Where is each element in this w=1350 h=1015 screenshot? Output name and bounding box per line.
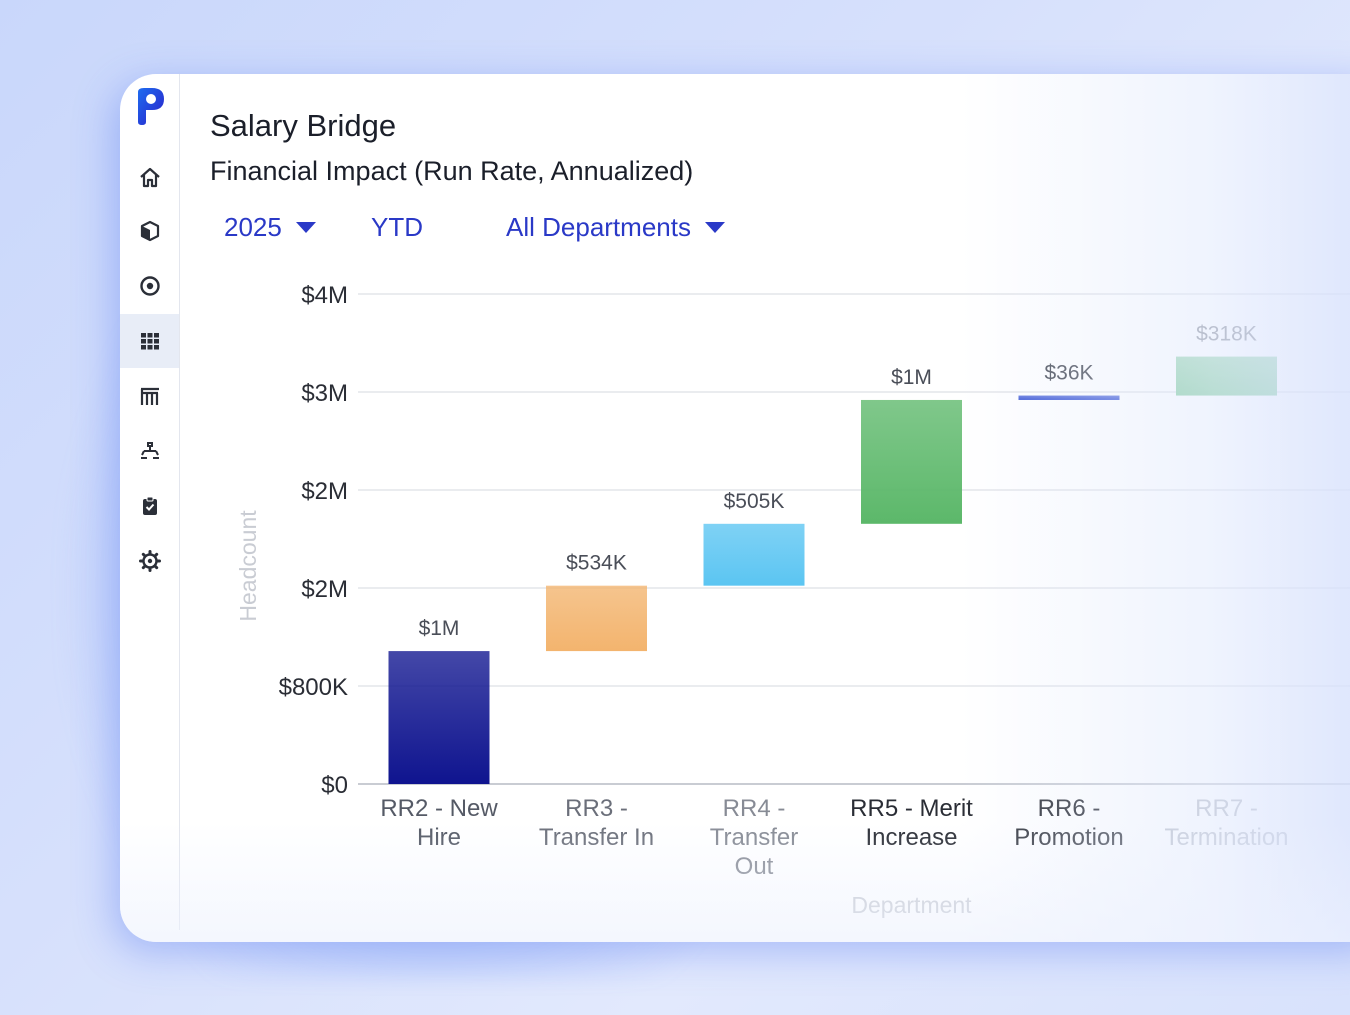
grid-icon (140, 333, 159, 350)
y-tick-label: $800K (279, 674, 348, 701)
target-icon (139, 276, 160, 296)
y-tick-label: $4M (301, 282, 348, 309)
nav-item-clipboard[interactable] (120, 479, 179, 533)
x-axis-label: Department (851, 892, 972, 918)
bar-4 (861, 399, 962, 524)
sidebar (120, 74, 180, 930)
home-icon (139, 167, 160, 188)
year-dropdown-label: 2025 (224, 212, 282, 242)
x-tick-label: Out (735, 853, 774, 880)
y-tick-label: $0 (321, 772, 348, 799)
x-tick-label: Promotion (1014, 824, 1123, 851)
bar-6 (1176, 356, 1277, 396)
nav-item-grid[interactable] (120, 314, 179, 368)
data-label: $36K (1044, 362, 1093, 385)
period-filter-label: YTD (371, 212, 423, 242)
x-tick-label: Transfer In (539, 824, 654, 851)
data-label: $1M (419, 617, 460, 640)
y-tick-label: $3M (301, 380, 348, 407)
x-tick-label: Increase (865, 824, 957, 851)
p-logo-icon[interactable] (134, 86, 168, 126)
data-label: $318K (1196, 323, 1257, 346)
bar-3 (703, 523, 805, 586)
x-tick-label: RR4 - (723, 795, 786, 822)
building-icon (140, 387, 159, 405)
department-dropdown-label: All Departments (506, 212, 691, 242)
x-tick-label: Termination (1164, 824, 1288, 851)
chevron-down-icon (295, 222, 316, 233)
y-tick-label: $2M (301, 576, 348, 603)
year-dropdown[interactable]: 2025 (224, 212, 316, 243)
nav-item-org-chart[interactable] (120, 424, 179, 478)
cube-icon (140, 220, 159, 242)
salary-bridge-chart: $0 $800K $2M $2M $3M $4M Headcount $1M RR2 - New… (235, 282, 1350, 918)
nav-item-target[interactable] (120, 259, 179, 313)
bar-2 (546, 585, 647, 652)
data-label: $1M (891, 366, 932, 389)
chevron-down-icon (704, 222, 725, 233)
data-label: $534K (566, 552, 627, 575)
period-filter[interactable]: YTD (371, 212, 423, 243)
x-tick-label: RR2 - New (380, 795, 498, 822)
x-tick-label: Hire (417, 824, 461, 851)
y-tick-label: $2M (301, 478, 348, 505)
page-subtitle: Financial Impact (Run Rate, Annualized) (210, 156, 694, 186)
nav-item-cube[interactable] (120, 204, 179, 258)
org-chart-icon (140, 442, 159, 459)
app-window: Salary Bridge Financial Impact (Run Rate… (120, 74, 1350, 942)
bar-5 (1018, 395, 1120, 400)
nav-item-settings[interactable] (120, 534, 179, 588)
x-tick-label: RR5 - Merit (850, 795, 973, 822)
nav-item-building[interactable] (120, 369, 179, 423)
clipboard-check-icon (142, 496, 157, 515)
bar-1 (388, 651, 490, 784)
gear-icon (138, 550, 161, 572)
x-tick-label: RR6 - (1038, 795, 1101, 822)
x-tick-label: RR3 - (565, 795, 628, 822)
department-dropdown[interactable]: All Departments (506, 212, 725, 243)
x-tick-label: Transfer (710, 824, 798, 851)
data-label: $505K (724, 490, 785, 513)
page-title: Salary Bridge (210, 108, 397, 143)
x-tick-label: RR7 - (1195, 795, 1258, 822)
nav-item-home[interactable] (120, 151, 179, 205)
y-axis-label: Headcount (235, 510, 261, 622)
